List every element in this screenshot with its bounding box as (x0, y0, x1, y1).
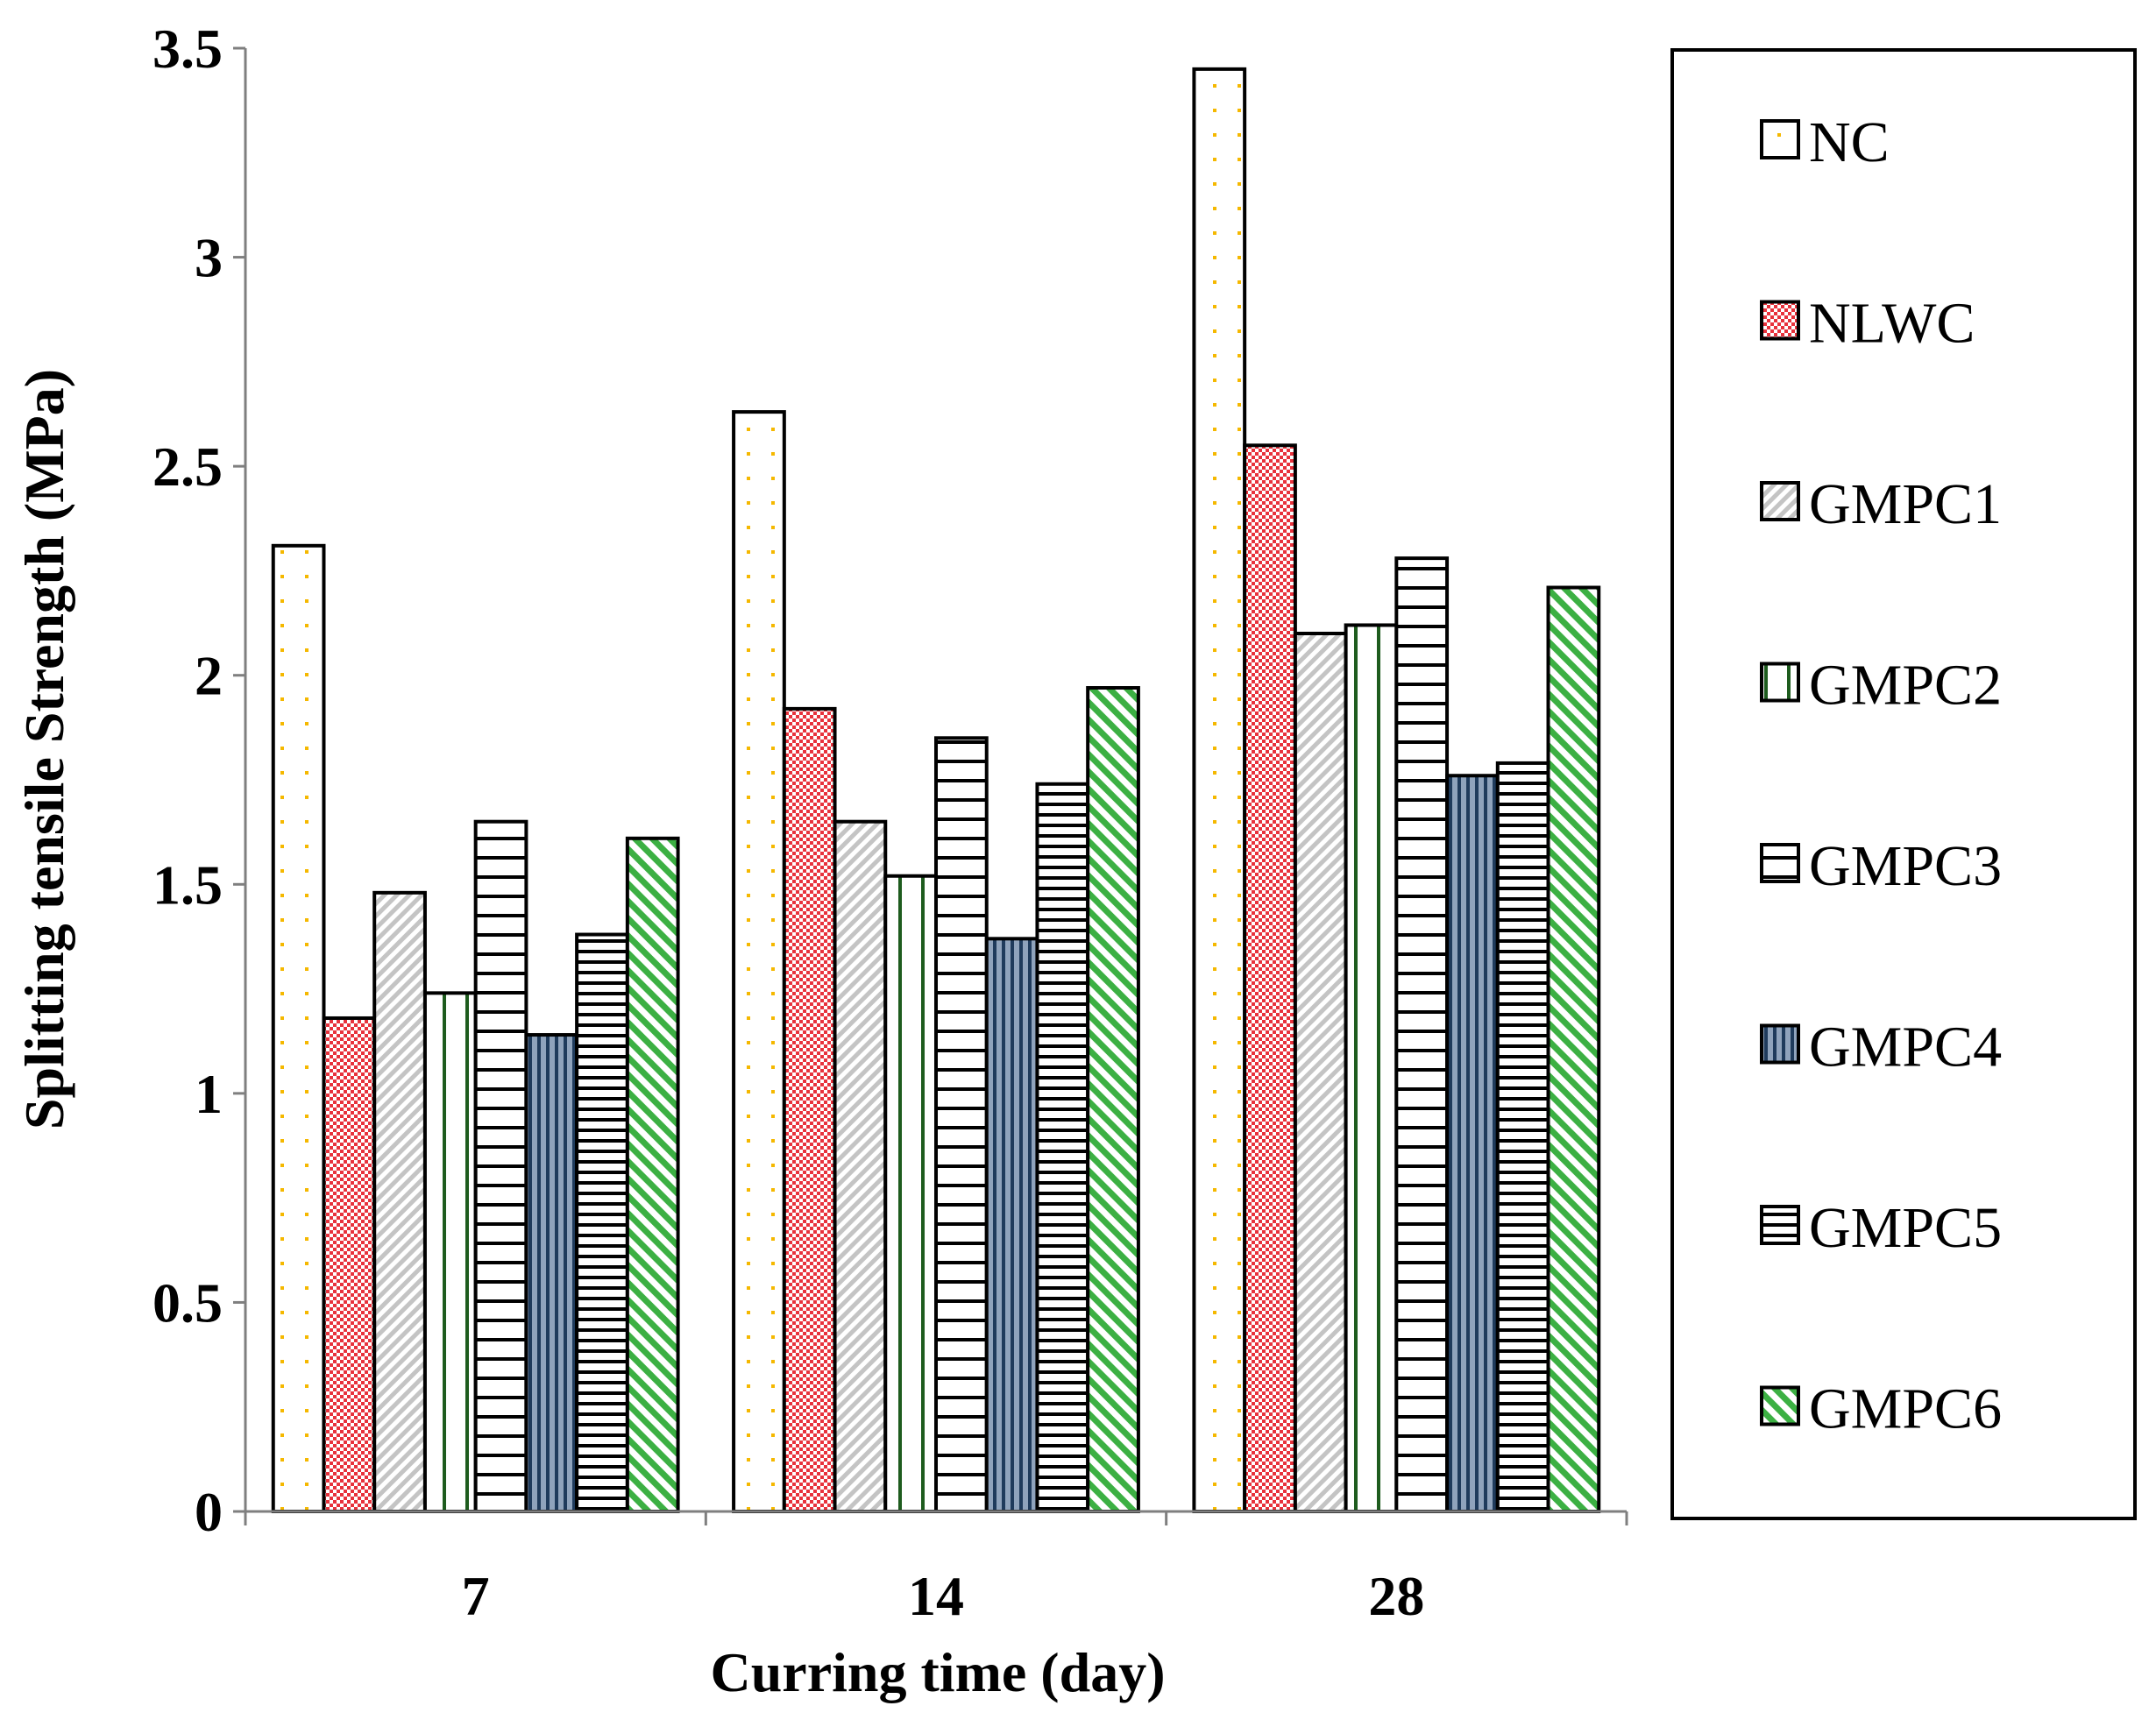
bar-gmpc4-28 (1445, 774, 1500, 1513)
x-tick-label: 28 (1368, 1565, 1424, 1627)
bar-gmpc5-14 (1035, 782, 1090, 1513)
bar-nc-7 (271, 543, 326, 1513)
bar-gmpc3-28 (1394, 556, 1450, 1513)
legend-label-gmpc6: GMPC6 (1809, 1377, 2002, 1441)
bar-gmpc3-7 (473, 819, 528, 1513)
legend-label-nlwc: NLWC (1809, 292, 1975, 356)
legend-swatch-nc (1760, 119, 1800, 159)
bar-gmpc4-7 (524, 1033, 579, 1513)
legend-label-gmpc3: GMPC3 (1809, 834, 2002, 898)
legend-box (1670, 48, 2137, 1520)
bar-gmpc6-14 (1086, 686, 1140, 1513)
bar-nc-14 (732, 410, 786, 1514)
bar-nc-28 (1192, 67, 1247, 1513)
legend-label-gmpc1: GMPC1 (1809, 472, 2002, 536)
y-tick-label: 2.5 (152, 435, 223, 498)
legend-swatch-gmpc1 (1760, 481, 1800, 521)
bar-gmpc6-28 (1546, 585, 1601, 1513)
bar-gmpc5-28 (1495, 761, 1550, 1513)
x-tick-label: 14 (908, 1565, 964, 1627)
y-tick-label: 3.5 (152, 18, 223, 80)
legend-label-nc: NC (1809, 110, 1890, 174)
bar-gmpc3-14 (934, 736, 989, 1513)
bar-nlwc-14 (782, 706, 837, 1513)
y-tick-label: 1.5 (152, 853, 223, 916)
y-tick-label: 2 (195, 645, 223, 707)
x-ticks: 7 14 28 (244, 1511, 1628, 1627)
legend-swatch-nlwc (1760, 300, 1800, 341)
bar-gmpc1-14 (833, 819, 888, 1513)
legend-label-gmpc2: GMPC2 (1809, 654, 2002, 718)
bar-gmpc5-7 (575, 932, 629, 1513)
bar-gmpc1-28 (1293, 632, 1348, 1513)
bar-nlwc-7 (322, 1016, 377, 1513)
legend-swatch-gmpc6 (1760, 1385, 1800, 1426)
x-axis-title: Curring time (day) (710, 1641, 1165, 1703)
bar-gmpc1-7 (372, 890, 427, 1513)
legend-swatch-gmpc4 (1760, 1023, 1800, 1065)
legend: NC NLWC GMPC1 GMPC2 GMPC3 GMPC4 GMPC5 GMPC6 (1670, 48, 2137, 1520)
bar-gmpc6-7 (625, 836, 680, 1513)
y-ticks: 0 0.5 1 1.5 2 2.5 3 3.5 (152, 18, 245, 1543)
legend-swatch-gmpc3 (1760, 843, 1800, 883)
bar-gmpc2-7 (422, 991, 478, 1514)
bar-gmpc4-14 (984, 937, 1039, 1514)
y-tick-label: 1 (195, 1063, 223, 1125)
y-tick-label: 3 (195, 227, 223, 289)
legend-swatch-gmpc5 (1760, 1205, 1800, 1245)
legend-label-gmpc5: GMPC5 (1809, 1196, 2002, 1260)
bar-gmpc2-14 (883, 874, 938, 1513)
legend-label-gmpc4: GMPC4 (1809, 1016, 2002, 1079)
bars-layer (271, 67, 1601, 1514)
bar-gmpc2-28 (1344, 623, 1399, 1513)
legend-swatch-gmpc2 (1760, 662, 1800, 703)
x-tick-label: 7 (462, 1565, 490, 1627)
y-tick-label: 0 (195, 1481, 223, 1543)
bar-nlwc-28 (1243, 443, 1297, 1513)
legend-items: NC NLWC GMPC1 GMPC2 GMPC3 GMPC4 GMPC5 GMPC6 (1760, 110, 2002, 1441)
y-tick-label: 0.5 (152, 1271, 223, 1334)
y-axis-title: Splitting tensile Strength (MPa) (13, 369, 75, 1129)
